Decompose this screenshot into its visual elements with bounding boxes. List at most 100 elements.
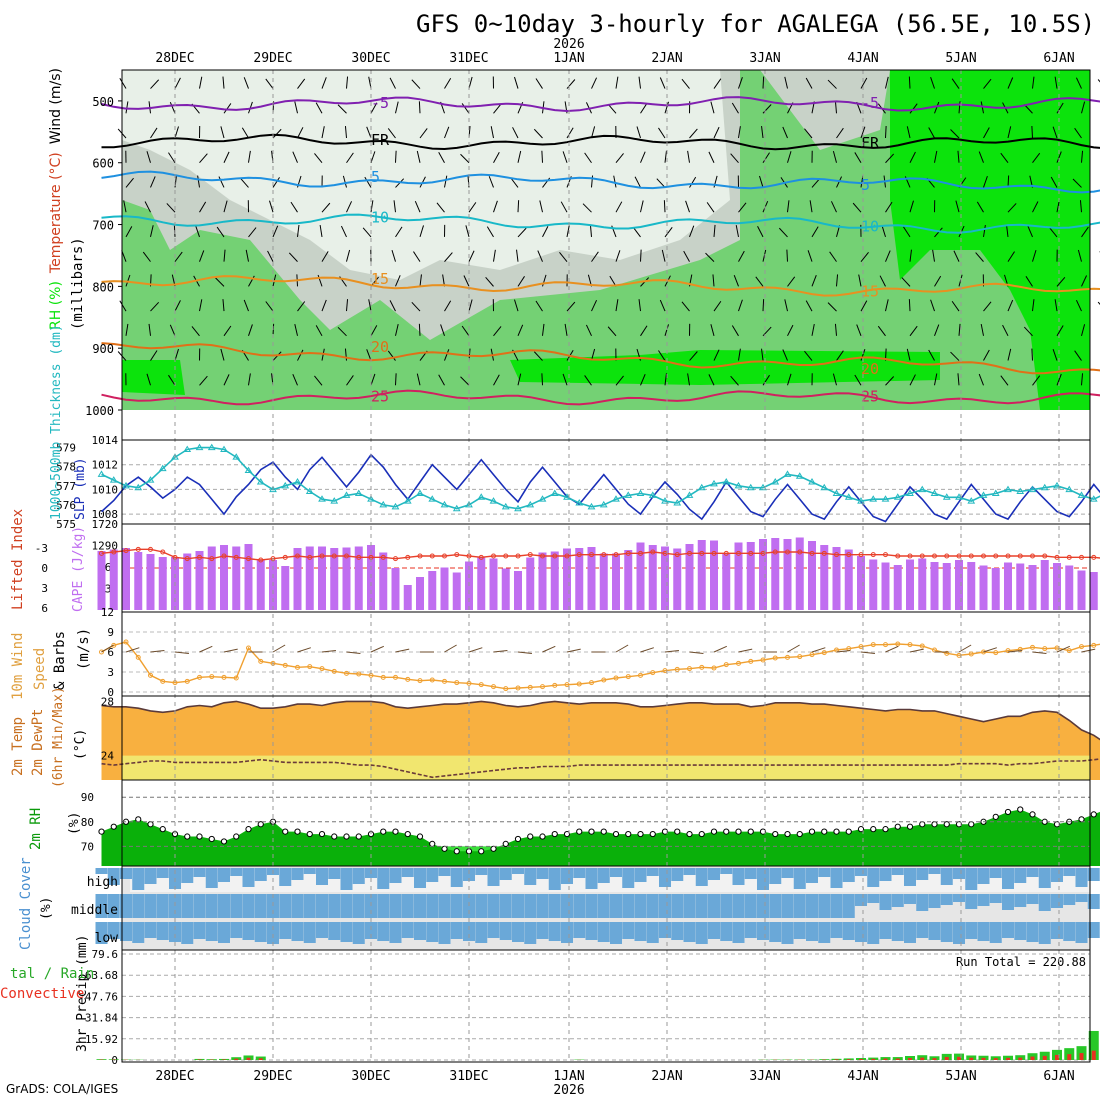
thickness-point [906,489,914,496]
li-tick-label: 3 [41,582,48,595]
wind-barb [854,152,862,163]
wind-barb [761,348,764,361]
wind-barb [663,200,666,213]
rh-point [955,821,963,828]
wind-speed-point [797,654,803,660]
wind-barb [953,250,960,262]
cloud-low-bar [95,922,108,944]
wind-barb [174,126,179,139]
wind-speed-point [209,674,215,680]
wind-speed-point [748,658,754,664]
slp-tick-label: 1012 [92,459,119,472]
wind-barb [517,150,522,163]
wind-barb [832,373,837,386]
upper-ytick-label: 800 [92,280,114,294]
cape-bar [893,565,902,610]
wind-speed-point [160,678,166,684]
wind-barb [787,324,794,337]
wind-barb [738,348,741,361]
thickness-point [550,489,559,496]
thickness-point [1065,485,1074,493]
wind-barb [166,203,176,213]
wind-barb [885,250,891,262]
cloud-high-bar [561,868,573,884]
wind-barb-10m [223,648,238,653]
cloud-low-bar [193,922,206,939]
wind-barb [366,126,372,139]
wind-barb [461,325,470,337]
rh-pale-region [122,70,730,280]
cloud-high-bar [193,868,206,877]
wind-ylabel-3: & Barbs [52,631,68,690]
thickness-point [648,491,657,498]
wind-barb [191,326,200,337]
thickness-point [244,466,253,474]
cloud-middle-bar [426,894,439,918]
wind-barb [689,128,698,139]
cloud-low-bar [463,922,475,941]
wind-speed-point [576,681,582,687]
thickness-point [158,464,167,472]
wind-barb [807,250,813,262]
upper-ytick-label: 500 [92,95,114,109]
wind-barb [640,374,646,386]
rh-point [306,830,313,838]
cloud-high-bar [499,868,512,880]
wind-barb [342,175,347,188]
li-point [209,556,215,562]
li-point [919,553,925,559]
rh-point [551,830,558,838]
wind-barb [659,77,666,89]
wind-barb [638,76,641,89]
precip-conv-bar [846,1059,851,1060]
wind-barb [566,301,576,312]
cloud-middle-bar [585,894,598,918]
precip-conv-bar [1055,1054,1059,1060]
cloud-high-bar [916,868,929,880]
cloud-high-bar [793,868,806,889]
cloud-low-bar [732,922,745,943]
wind-barb [539,200,543,213]
cape-bar [857,556,865,610]
wind-barb [713,78,722,89]
wind-barb [762,76,765,89]
wind-barb [272,128,282,139]
li-point [1054,554,1060,560]
wind-barb [346,249,351,262]
thickness-point [612,495,620,502]
cape-bar [501,568,510,610]
cape-bar [612,553,620,610]
li-point [160,549,166,555]
cloud-high-bar [120,868,132,879]
wind-barb [1032,152,1041,164]
cloud-middle-bar [401,894,414,918]
wind-barb [687,150,690,163]
cloud-low-bar [340,922,353,942]
wind-barb [366,349,372,361]
wind-speed-point [197,674,202,680]
thickness-tick-label: 576 [56,499,76,512]
cape-bar [232,546,241,610]
rh-point [416,833,424,840]
wind-barb [934,373,938,386]
wind-barb [395,373,397,386]
cape-tick-label: 1720 [92,518,119,531]
wind-barb [885,201,893,213]
wind-barb [638,299,641,312]
wind-barb [142,251,151,262]
wind-barb [885,76,889,89]
cloud-high-bar [781,868,794,878]
rh-point [661,828,669,835]
wind-barb [755,276,764,287]
li-point [883,552,888,558]
cloud-middle-bar [352,894,365,918]
precip-conv-bar [920,1057,925,1060]
wind-barb [1056,102,1064,114]
cloud-low-bar [548,922,561,941]
wind-barb [983,78,992,89]
precip-conv-bar [258,1058,263,1060]
wind-barb [119,300,127,312]
cloud-high-bar [720,868,733,874]
cloud-high-bar [671,868,684,881]
